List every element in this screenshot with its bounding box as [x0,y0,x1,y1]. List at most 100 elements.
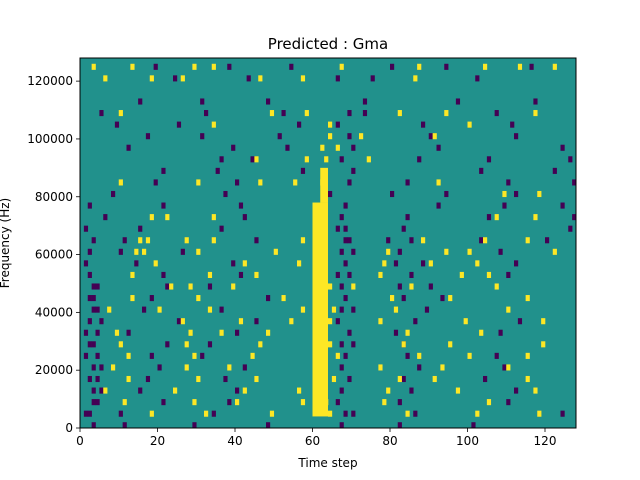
heatmap-cell-low [339,364,344,371]
heatmap-cell-low [362,110,368,117]
heatmap-cell-low [91,387,96,394]
heatmap-cell-high [192,63,197,70]
heatmap-cell-high [184,341,189,348]
heatmap-cell-low [475,75,480,82]
heatmap-cell-high [207,271,213,278]
heatmap-cell-high [111,364,116,371]
heatmap-cell-low [517,318,523,325]
heatmap-cell-high [242,260,247,267]
heatmap-cell-high [153,260,158,267]
heatmap-cell-high [397,375,402,383]
heatmap-cell-high [300,75,306,82]
heatmap-cell-high [149,410,154,417]
heatmap-cell-low [397,248,402,255]
heatmap-cell-high [436,179,441,186]
heatmap-cell-high [444,110,449,117]
heatmap-cell-low [351,341,356,348]
x-axis: 0 20 40 60 80 100 120 [76,428,556,448]
heatmap-cell-low [91,283,96,290]
heatmap-high-region [312,202,328,417]
heatmap-cell-high [494,214,499,221]
heatmap-cell-low [390,63,395,70]
heatmap-cell-low [560,410,565,417]
heatmap-cell-low [413,410,418,417]
heatmap-cell-high [149,75,154,82]
heatmap-cell-low [211,410,216,417]
heatmap-cell-low [397,399,402,406]
heatmap-cell-low [455,98,461,105]
heatmap-cell-low [176,318,182,325]
heatmap-cell-low [498,329,503,336]
heatmap-cell-low [176,121,182,128]
heatmap-cell-low [494,110,499,117]
heatmap-cell-low [572,179,577,186]
heatmap-cell-low [99,387,104,394]
heatmap-cell-low [401,375,406,383]
heatmap-cell-high [289,318,294,325]
heatmap-cell-low [506,399,511,406]
heatmap-cell-low [285,144,290,151]
heatmap-cell-low [204,110,209,117]
heatmap-cell-high [250,352,255,359]
heatmap-cell-high [328,318,333,325]
heatmap-cell-high [444,248,449,255]
heatmap-cell-low [568,225,573,232]
heatmap-cell-high [541,318,546,325]
heatmap-cell-low [510,121,515,128]
heatmap-cell-high [483,237,488,244]
heatmap-cell-high [269,110,275,117]
heatmap-cell-low [343,225,348,232]
heatmap-cell-low [514,190,519,198]
y-axis: 0 20000 40000 60000 80000 100000 120000 [27,74,80,435]
heatmap-cell-low [514,387,519,394]
heatmap-cell-high [211,63,216,70]
heatmap-cell-low [436,202,441,209]
heatmap-cell-low [223,375,228,383]
heatmap-cell-low [339,422,344,429]
heatmap-cell-low [223,190,228,198]
heatmap-cell-low [200,133,205,140]
heatmap-cell-high [421,237,426,244]
heatmap-cell-high [428,260,433,267]
heatmap-cell-high [386,248,391,255]
heatmap-cell-low [242,364,247,371]
heatmap-cell-low [87,341,92,348]
heatmap-cell-low [409,271,414,278]
heatmap-cell-high [258,179,263,186]
heatmap-high-region [320,167,328,203]
heatmap-cell-high [537,190,542,198]
heatmap-cell-low [335,318,340,325]
heatmap-cell-low [227,399,232,406]
heatmap-cell-low [87,202,92,209]
heatmap-cell-low [343,237,348,244]
heatmap-cell-low [514,260,519,267]
heatmap-cell-low [95,283,100,290]
heatmap-cell-low [347,110,352,117]
heatmap-cell-low [362,98,368,105]
heatmap-cell-low [134,260,139,267]
heatmap-cell-high [390,295,395,302]
heatmap-cell-low [401,225,406,232]
heatmap-cell-high [324,156,329,163]
heatmap-cell-high [382,399,387,406]
heatmap-cell-high [417,63,422,70]
heatmap-cell-low [560,144,565,151]
heatmap-cell-high [300,306,306,313]
heatmap-cell-low [250,156,255,163]
heatmap-cell-high [297,260,302,267]
heatmap-cell-low [149,295,154,302]
heatmap-cell-low [99,318,104,325]
heatmap-cell-high [192,399,197,406]
heatmap-cell-low [498,248,503,255]
y-tick-label: 100000 [27,132,73,146]
heatmap-cell-high [335,144,340,151]
heatmap-cell-high [359,133,364,140]
heatmap-cell-high [192,352,197,359]
heatmap-cell-low [83,352,89,359]
heatmap-cell-low [99,364,104,371]
heatmap-cell-low [409,237,414,244]
heatmap-cell-high [502,190,507,198]
heatmap-cell-high [483,63,488,70]
heatmap-cell-high [413,75,418,82]
heatmap-cell-high [126,375,131,383]
